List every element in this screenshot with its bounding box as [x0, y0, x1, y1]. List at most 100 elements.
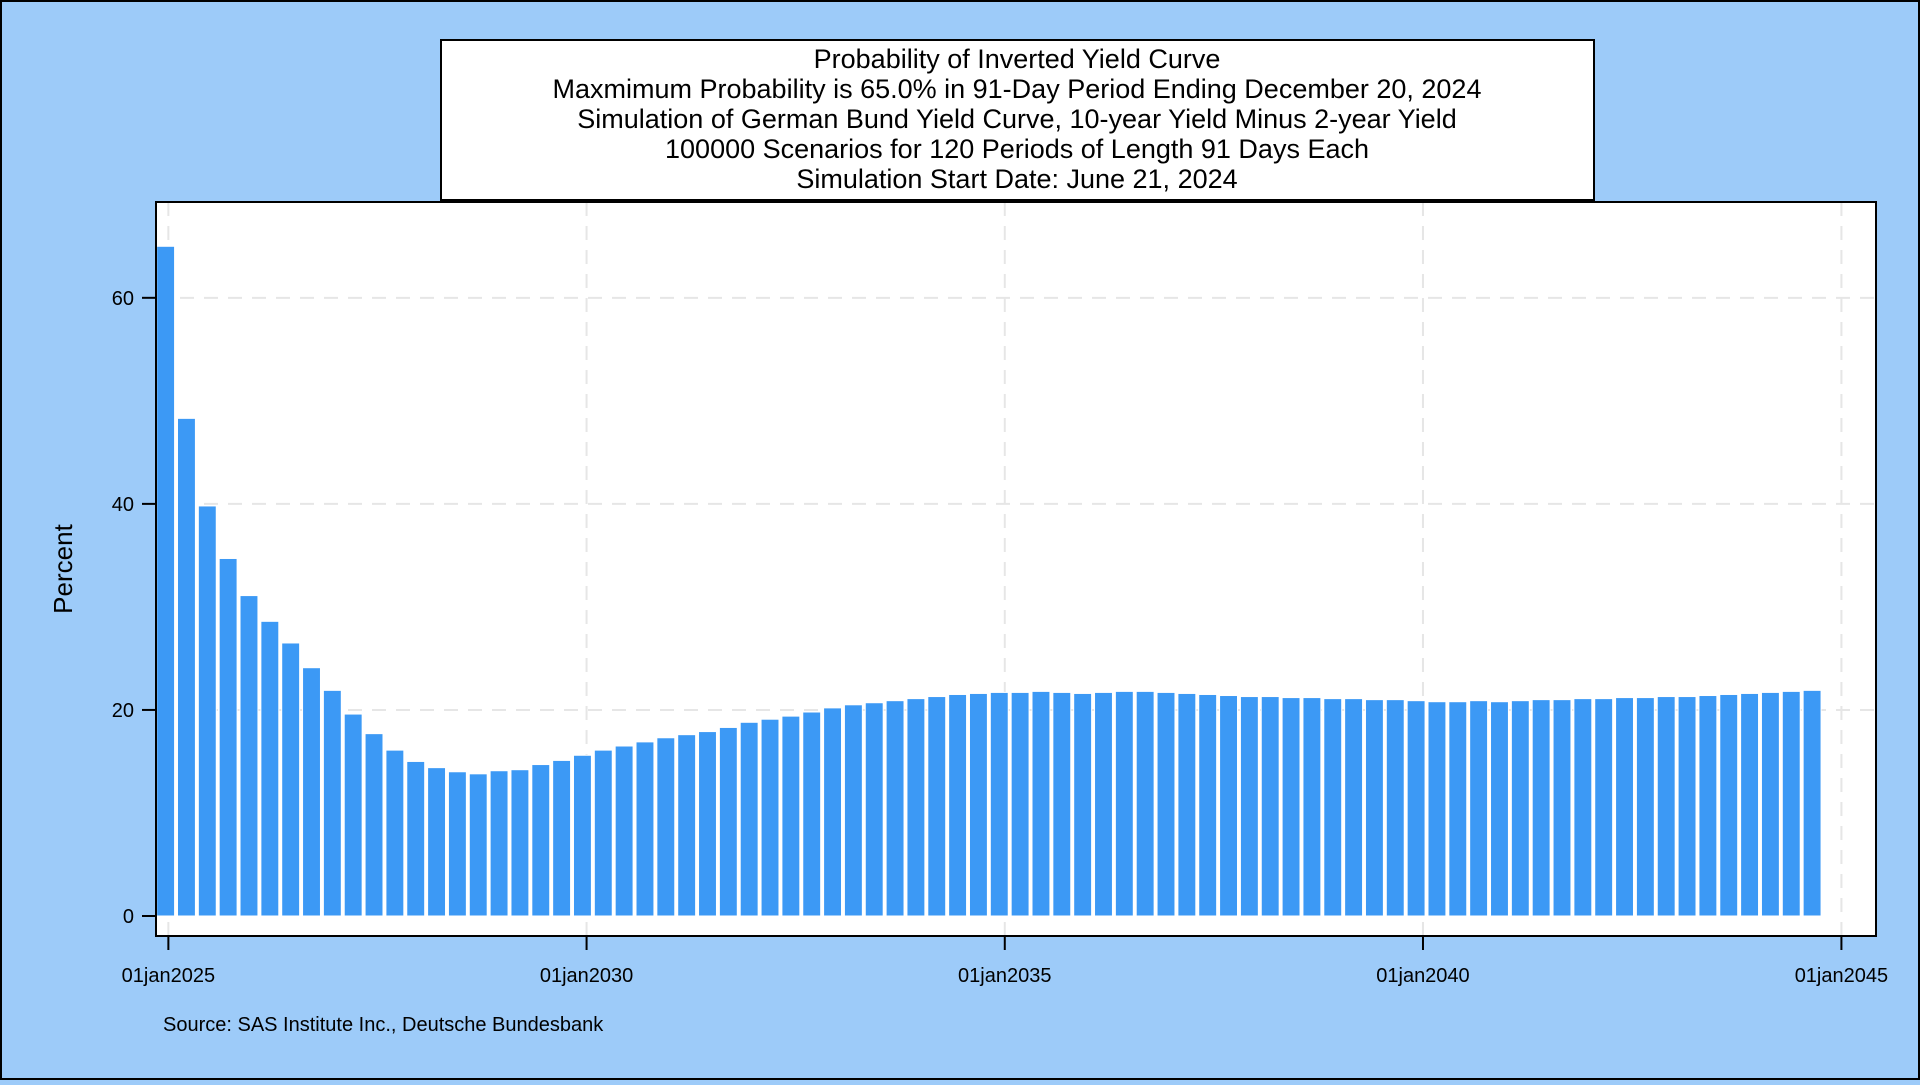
bar — [281, 642, 301, 917]
bar — [1635, 697, 1655, 917]
bar — [302, 667, 321, 917]
bar — [1719, 693, 1739, 917]
x-axis: 01jan2025 01jan2030 01jan2035 01jan2040 01ja… — [122, 936, 1888, 987]
bar — [1802, 689, 1822, 917]
bar — [614, 745, 634, 917]
bar — [739, 721, 759, 917]
bar — [427, 767, 447, 917]
x-tick-label: 01jan2045 — [1795, 965, 1888, 987]
x-tick-label: 01jan2040 — [1376, 965, 1469, 987]
bar — [906, 698, 926, 917]
bar — [1260, 696, 1280, 917]
bar — [1510, 700, 1530, 917]
y-axis-label: Percent — [48, 523, 78, 613]
x-tick-label: 01jan2025 — [122, 965, 215, 987]
bar — [1760, 691, 1780, 917]
bar — [718, 726, 738, 917]
bar — [156, 245, 176, 917]
chart-subtitle-3: 100000 Scenarios for 120 Periods of Leng… — [665, 134, 1369, 164]
bar — [760, 718, 780, 917]
bar — [552, 759, 572, 917]
bar — [1573, 698, 1593, 917]
bar — [1552, 699, 1572, 917]
bar — [1094, 691, 1113, 917]
bar — [1740, 692, 1760, 917]
chart-subtitle-4: Simulation Start Date: June 21, 2024 — [796, 164, 1237, 194]
bar — [843, 704, 863, 917]
bar — [1281, 697, 1301, 917]
bar — [823, 707, 843, 917]
bar — [885, 700, 905, 917]
bar — [1323, 698, 1343, 917]
y-tick-label: 0 — [123, 906, 134, 928]
bar — [635, 741, 655, 917]
bar — [1406, 700, 1426, 917]
bar — [989, 691, 1009, 917]
bar — [802, 711, 822, 917]
bar-series — [156, 245, 1822, 917]
bar — [1239, 696, 1259, 917]
bar — [1698, 695, 1718, 917]
title-box — [440, 39, 1595, 201]
bar — [1344, 698, 1364, 917]
bar — [260, 620, 280, 917]
bar — [968, 692, 988, 917]
bar — [1615, 697, 1634, 917]
bar — [927, 696, 947, 917]
bar — [1594, 698, 1614, 917]
bar — [197, 505, 217, 917]
bar — [406, 760, 426, 917]
bar — [1490, 701, 1509, 917]
plot-frame — [155, 201, 1877, 937]
bar — [1364, 699, 1384, 917]
bar — [468, 773, 488, 917]
bar — [1385, 699, 1405, 917]
y-tick-label: 40 — [112, 494, 134, 516]
bar — [572, 754, 592, 917]
bar — [1177, 692, 1197, 917]
bar — [1156, 691, 1176, 917]
bar — [343, 713, 363, 917]
source-note: Source: SAS Institute Inc., Deutsche Bun… — [163, 1014, 604, 1036]
bar — [1052, 691, 1072, 917]
bar — [510, 769, 530, 917]
chart-subtitle-1: Maxmimum Probability is 65.0% in 91-Day … — [553, 74, 1482, 104]
bar — [447, 771, 467, 917]
bar — [781, 715, 801, 917]
bar — [656, 737, 676, 917]
bar — [1073, 692, 1093, 917]
bar — [1469, 700, 1489, 917]
bar — [1198, 693, 1218, 917]
bar — [1427, 701, 1447, 917]
y-tick-label: 20 — [112, 700, 134, 722]
bar — [531, 764, 551, 917]
bar — [239, 595, 259, 917]
chart-subtitle-2: Simulation of German Bund Yield Curve, 1… — [577, 104, 1456, 134]
bar — [322, 689, 342, 917]
bar — [1114, 690, 1134, 917]
bar — [1135, 690, 1155, 917]
bar — [1302, 697, 1322, 917]
bar — [1656, 696, 1676, 917]
bar — [593, 749, 613, 917]
y-tick-label: 60 — [112, 288, 134, 310]
bar — [364, 733, 384, 917]
x-tick-label: 01jan2030 — [540, 965, 633, 987]
bar — [1677, 696, 1697, 917]
bar — [1031, 690, 1051, 917]
bar — [677, 734, 697, 917]
x-tick-label: 01jan2035 — [958, 965, 1051, 987]
bar — [1010, 691, 1030, 917]
bar — [698, 731, 717, 917]
y-axis: 0 20 40 60 — [112, 288, 156, 928]
bar — [1781, 690, 1801, 917]
bar — [864, 702, 884, 917]
bar — [218, 557, 238, 917]
bar — [489, 770, 509, 917]
bar — [948, 693, 968, 917]
bar — [1448, 701, 1468, 917]
chart-title: Probability of Inverted Yield Curve — [814, 44, 1221, 74]
